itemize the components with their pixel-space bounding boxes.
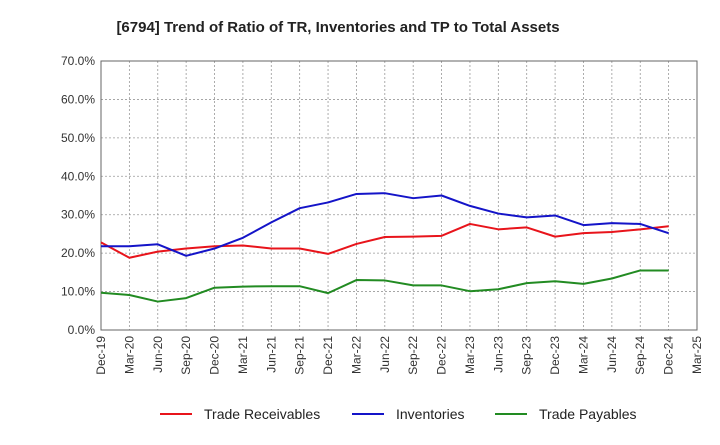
- x-tick-label: Sep-22: [406, 336, 420, 375]
- x-tick-label: Dec-22: [435, 336, 449, 375]
- y-tick-label: 60.0%: [61, 92, 95, 106]
- x-tick-label: Dec-21: [321, 336, 335, 375]
- y-tick-label: 50.0%: [61, 131, 95, 145]
- plot-frame: [100, 60, 698, 331]
- legend-label-trade-receivables: Trade Receivables: [204, 406, 320, 422]
- y-tick-label: 70.0%: [61, 54, 95, 68]
- x-tick-label: Dec-23: [548, 336, 562, 375]
- x-tick-label: Mar-25: [690, 336, 704, 374]
- x-tick-label: Jun-22: [378, 336, 392, 373]
- y-tick-label: 0.0%: [68, 323, 96, 337]
- legend-label-trade-payables: Trade Payables: [539, 406, 637, 422]
- chart-title: [6794] Trend of Ratio of TR, Inventories…: [116, 19, 559, 36]
- series: [100, 192, 669, 303]
- x-tick-label: Sep-23: [520, 336, 534, 375]
- x-tick-label: Sep-20: [179, 336, 193, 375]
- x-tick-label: Jun-23: [491, 336, 505, 373]
- x-tick-label: Sep-21: [293, 336, 307, 375]
- x-tick-label: Jun-21: [264, 336, 278, 373]
- x-tick-label: Mar-20: [122, 336, 136, 374]
- x-tick-label: Dec-20: [208, 336, 222, 375]
- x-tick-label: Jun-24: [605, 336, 619, 373]
- x-tick-label: Jun-20: [151, 336, 165, 373]
- series-line-trade-receivables: [100, 222, 669, 259]
- y-tick-label: 40.0%: [61, 169, 95, 183]
- legend: Trade Receivables Inventories Trade Payabl…: [160, 406, 637, 422]
- x-tick-label: Mar-24: [576, 336, 590, 374]
- series-line-trade-payables: [100, 269, 669, 303]
- x-tick-label: Mar-22: [349, 336, 363, 374]
- x-tick-label: Mar-23: [463, 336, 477, 374]
- legend-label-inventories: Inventories: [396, 406, 464, 422]
- y-tick-label: 10.0%: [61, 285, 95, 299]
- x-tick-label: Dec-19: [94, 336, 108, 375]
- axes: 0.0% 10.0% 20.0% 30.0% 40.0% 50.0% 60.0% 70.0% D…: [61, 54, 704, 375]
- y-tick-label: 30.0%: [61, 208, 95, 222]
- y-tick-label: 20.0%: [61, 246, 95, 260]
- series-line-inventories: [101, 192, 669, 257]
- x-tick-label: Mar-21: [236, 336, 250, 374]
- x-tick-label: Sep-24: [633, 336, 647, 375]
- x-tick-label: Dec-24: [662, 336, 676, 375]
